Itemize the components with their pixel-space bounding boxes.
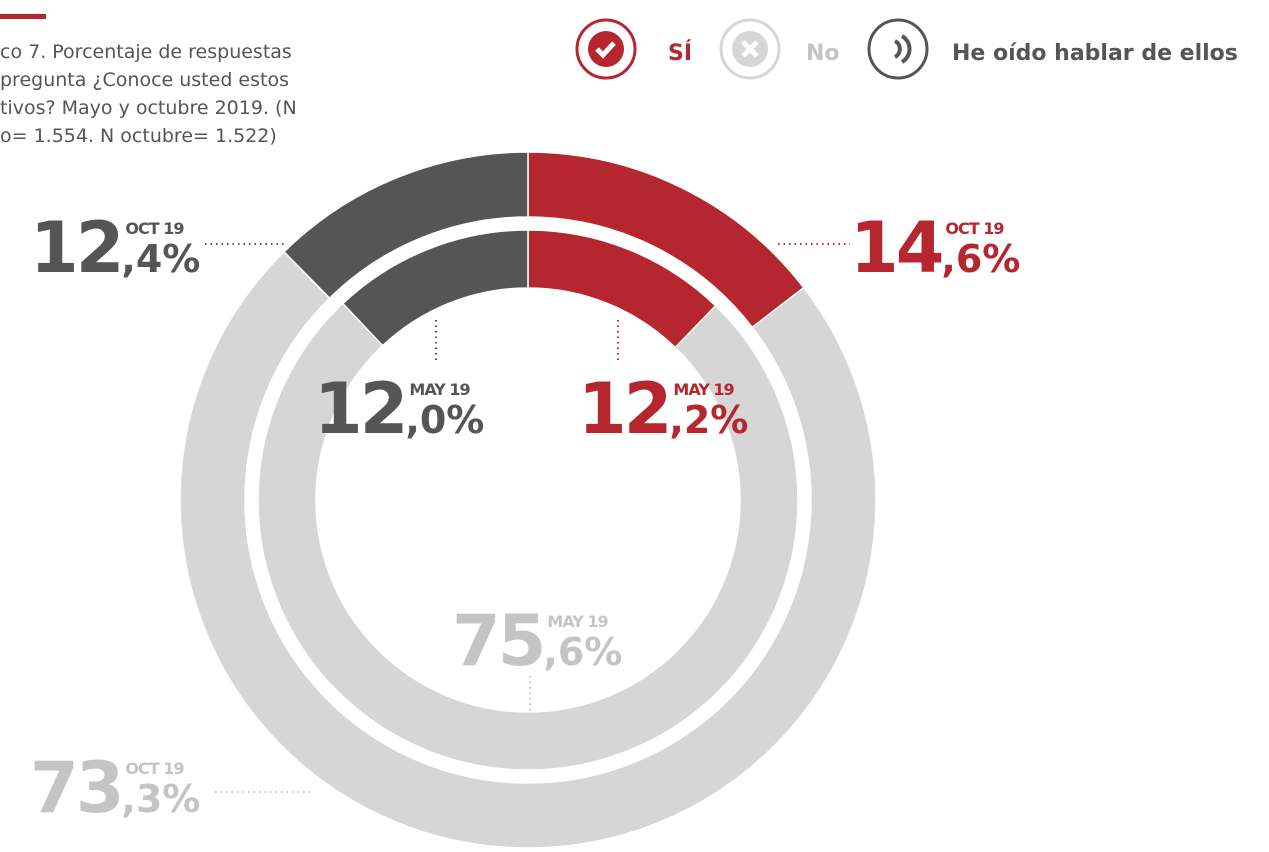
title-accent — [0, 14, 46, 19]
ring-tag: OCT 19 — [945, 219, 1004, 238]
value-label: 12,4% — [30, 207, 200, 289]
legend-label: He oído hablar de ellos — [952, 41, 1238, 66]
legend-icon — [595, 41, 616, 59]
ring-segment — [179, 250, 877, 849]
value-label: 75,6% — [452, 600, 622, 682]
legend-label: No — [806, 41, 840, 66]
ring-segment — [282, 151, 529, 300]
ring-tag: MAY 19 — [673, 380, 734, 399]
ring-tag: OCT 19 — [125, 219, 184, 238]
value-label: 73,3% — [30, 747, 200, 829]
ring-segment — [341, 229, 529, 347]
legend-icon — [575, 18, 637, 80]
value-label: 12,2% — [578, 368, 748, 450]
title: co 7. Porcentaje de respuestas pregunta … — [0, 41, 297, 147]
leaders — [205, 243, 850, 793]
legend-label: SÍ — [668, 40, 692, 66]
legend: SÍ No He oído hablar de ellos — [575, 18, 1238, 80]
legend-icon — [867, 18, 929, 80]
ring-tag: OCT 19 — [125, 759, 184, 778]
ring-tag: MAY 19 — [409, 380, 470, 399]
legend-icon — [741, 40, 759, 58]
legend-icon — [893, 34, 912, 64]
title-line: co 7. Porcentaje de respuestas — [0, 41, 292, 63]
legend-icon — [719, 18, 781, 80]
rings — [179, 151, 877, 849]
value-label: 14,6% — [850, 207, 1020, 289]
ring-segment — [257, 302, 799, 771]
title-line: pregunta ¿Conoce usted estos — [0, 69, 289, 91]
value-label: 12,0% — [314, 368, 484, 450]
title-line: tivos? Mayo y octubre 2019. (N — [0, 97, 297, 119]
ring-tag: MAY 19 — [547, 612, 608, 631]
title-line: o= 1.554. N octubre= 1.522) — [0, 125, 277, 147]
